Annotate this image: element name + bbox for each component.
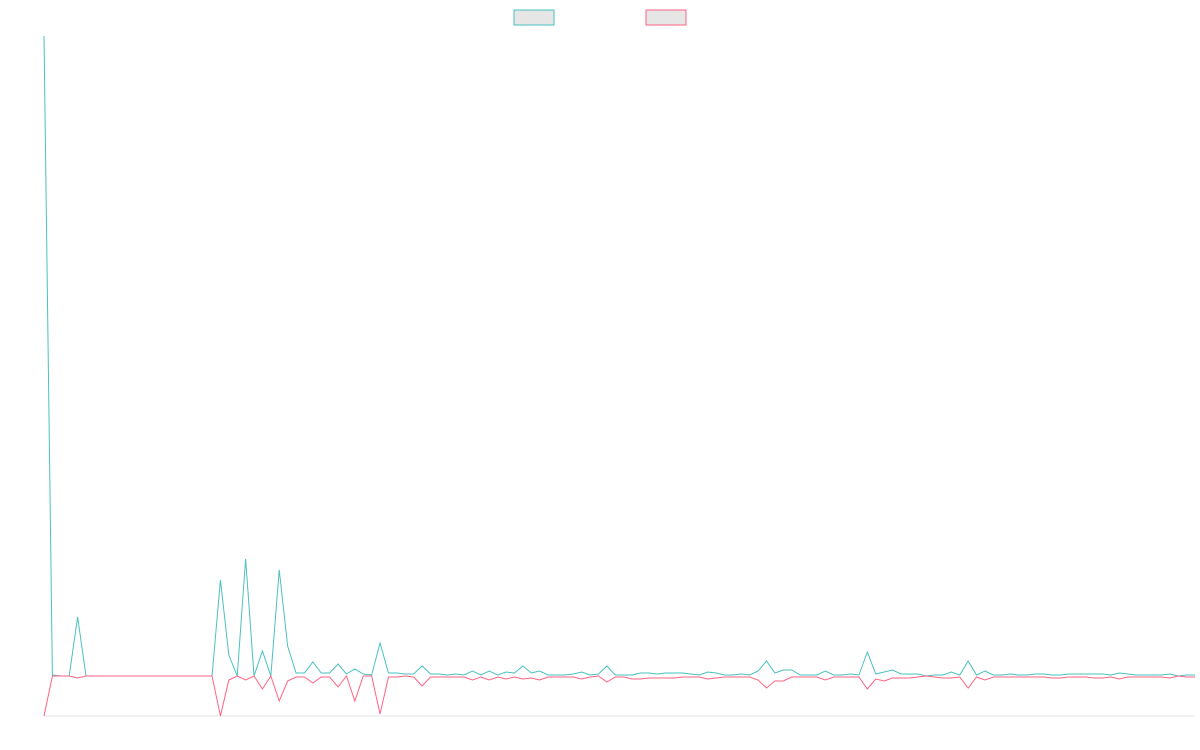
series-line (43, 674, 1195, 717)
series-line (43, 35, 1195, 677)
legend-swatch[interactable] (645, 9, 687, 26)
legend-swatch[interactable] (513, 9, 555, 26)
